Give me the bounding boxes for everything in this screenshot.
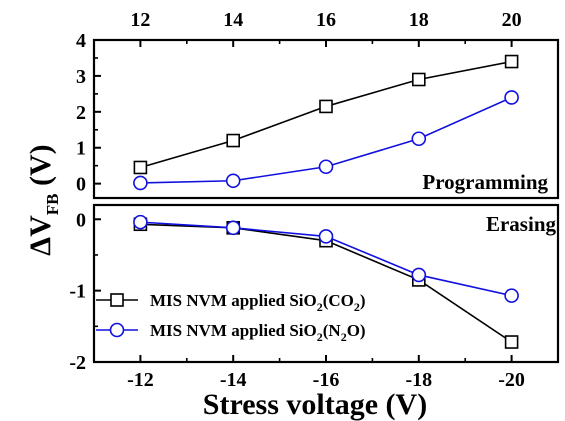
legend-marker-n2o <box>109 322 125 338</box>
data-point-co2 <box>411 72 426 87</box>
y-axis-label: ΔVFB (V) <box>24 144 62 255</box>
data-point-n2o <box>504 90 519 105</box>
x-tick-label: 14 <box>223 9 243 31</box>
series-line-co2 <box>140 60 512 169</box>
data-point-n2o <box>225 220 241 236</box>
y-axis-label-subscript: FB <box>43 193 62 215</box>
erasing-panel: -12 -14 -16 -18 -20 0 -1 -2 <box>69 203 560 391</box>
data-point-n2o <box>133 175 148 191</box>
data-point-n2o <box>411 267 427 283</box>
x-tick-label: -12 <box>127 369 154 391</box>
x-tick-label: -18 <box>405 369 432 391</box>
svg-text:ΔVFB (V): ΔVFB (V) <box>24 144 62 255</box>
panel-label-programming: Programming <box>422 170 548 194</box>
x-axis-label: Stress voltage (V) <box>203 388 427 421</box>
y-tick-label: 3 <box>76 66 86 88</box>
panel-label-erasing: Erasing <box>486 212 557 236</box>
data-point-n2o <box>225 173 241 189</box>
data-point-n2o <box>411 131 427 147</box>
data-point-co2 <box>226 133 240 148</box>
x-tick-label: 20 <box>502 9 522 31</box>
data-point-co2 <box>504 54 519 69</box>
y-tick-label: 4 <box>76 30 86 52</box>
legend-text-n2o: MIS NVM applied SiO2(N2O) <box>150 321 366 344</box>
x-tick-label: -16 <box>313 369 340 391</box>
y-tick-label: -1 <box>69 281 86 303</box>
y-tick-label: 0 <box>76 174 86 196</box>
x-tick-label: 18 <box>409 9 429 31</box>
x-tick-label: 12 <box>130 9 150 31</box>
legend-marker-co2 <box>110 293 124 307</box>
data-point-co2 <box>504 335 519 349</box>
y-axis-label-unit: (V) <box>24 144 57 193</box>
data-point-n2o <box>133 214 148 230</box>
legend: MIS NVM applied SiO2(CO2) MIS NVM applie… <box>96 291 366 344</box>
data-point-co2 <box>133 160 148 175</box>
legend-entry-n2o: MIS NVM applied SiO2(N2O) <box>96 321 366 344</box>
y-tick-label: -2 <box>69 352 86 374</box>
x-tick-label: 16 <box>316 9 336 31</box>
y-tick-label: 1 <box>76 138 86 160</box>
x-tick-label: -20 <box>498 369 525 391</box>
data-point-co2 <box>319 99 333 114</box>
x-tick-label: -14 <box>220 369 247 391</box>
legend-entry-co2: MIS NVM applied SiO2(CO2) <box>96 291 366 314</box>
legend-text-co2: MIS NVM applied SiO2(CO2) <box>150 291 366 314</box>
data-point-n2o <box>504 288 519 303</box>
data-point-n2o <box>318 159 334 175</box>
y-tick-label: 0 <box>76 209 86 231</box>
data-point-n2o <box>318 229 334 244</box>
y-tick-label: 2 <box>76 102 86 124</box>
y-axis-label-main: ΔV <box>24 215 57 256</box>
